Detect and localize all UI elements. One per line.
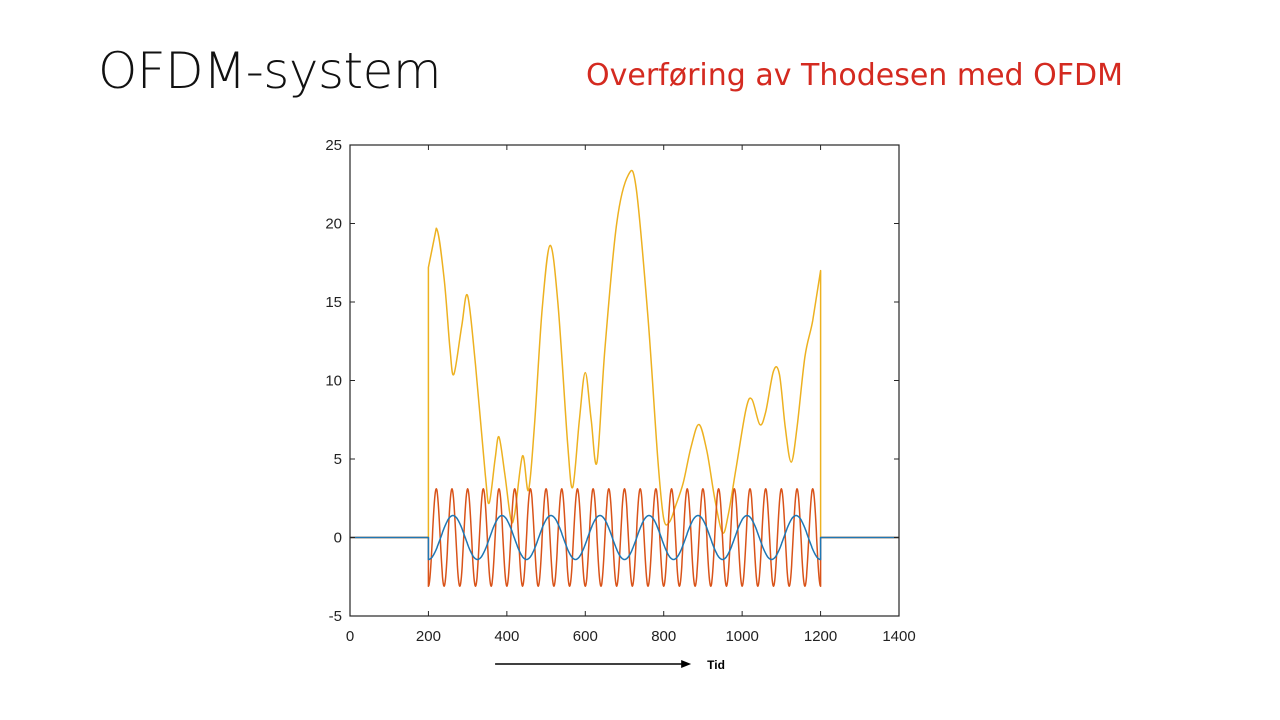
x-tick-label: 400 — [494, 628, 519, 645]
slide-title: OFDM-system — [98, 42, 442, 100]
y-tick-label: 15 — [325, 294, 342, 311]
x-tick-label: 1400 — [882, 628, 915, 645]
x-tick-label: 1000 — [725, 628, 758, 645]
y-tick-label: -5 — [329, 608, 342, 625]
x-tick-label: 200 — [416, 628, 441, 645]
y-tick-label: 5 — [334, 451, 342, 468]
y-tick-label: 10 — [325, 373, 342, 390]
time-axis-label: Tid — [707, 658, 725, 672]
x-tick-label: 600 — [573, 628, 598, 645]
y-tick-label: 0 — [334, 530, 342, 547]
x-tick-label: 800 — [651, 628, 676, 645]
y-tick-label: 20 — [325, 216, 342, 233]
series-line-slow-carrier — [350, 514, 899, 561]
x-tick-label: 1200 — [804, 628, 837, 645]
time-arrow-head — [681, 660, 692, 668]
y-tick-label: 25 — [325, 137, 342, 154]
series-line-envelope — [350, 169, 899, 539]
slide-subtitle: Overføring av Thodesen med OFDM — [586, 58, 1123, 93]
x-tick-label: 0 — [346, 628, 354, 645]
series-line-fast-carrier — [350, 488, 899, 587]
